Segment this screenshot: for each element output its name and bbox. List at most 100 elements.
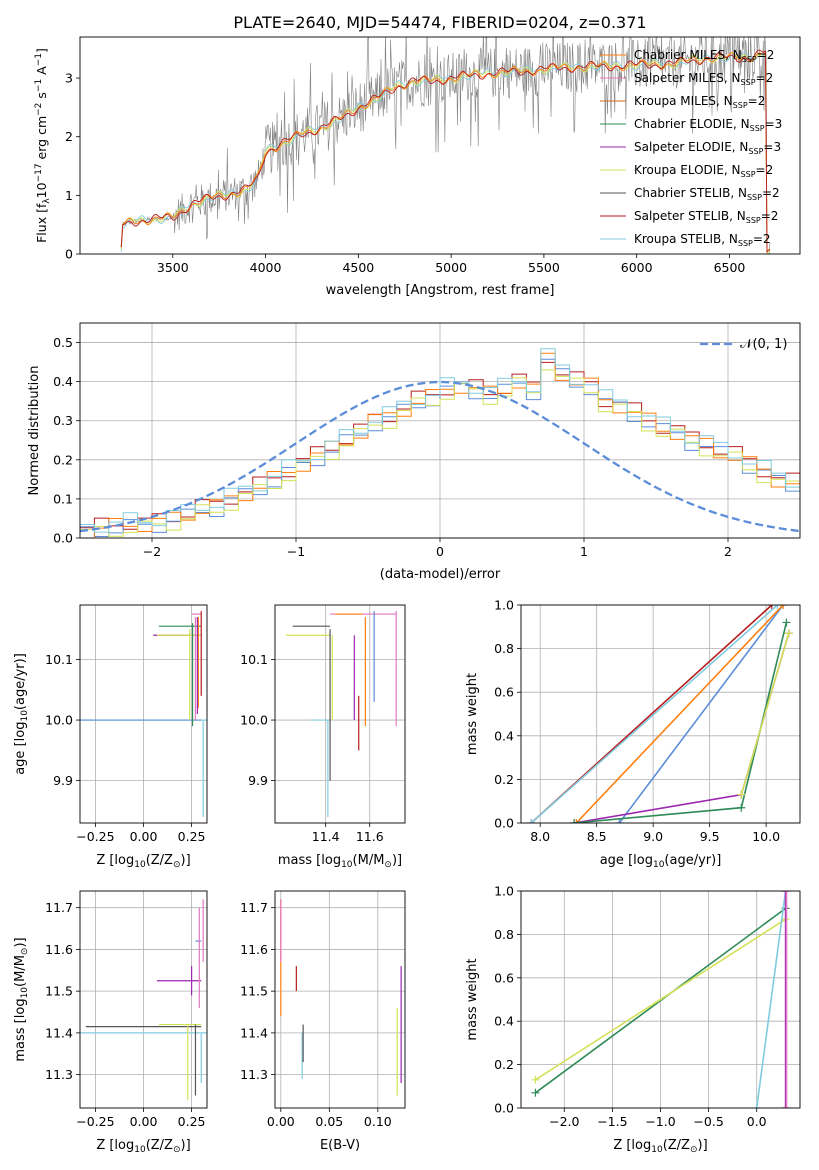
label-part: SSP <box>741 78 756 87</box>
weight-line-kroupa_stelib <box>755 891 787 1108</box>
y-tick-label: 0.6 <box>494 970 514 985</box>
x-tick-label: 0.05 <box>315 1114 343 1129</box>
label-part: (age/yr)] <box>664 853 721 868</box>
weight-marker <box>572 819 581 823</box>
label-part: SSP <box>741 170 756 179</box>
label-part: SSP <box>746 216 761 225</box>
y-tick-label: 11.5 <box>45 984 73 999</box>
label-part: =2 <box>753 232 771 246</box>
x-tick-label: −2 <box>143 544 161 559</box>
label-part: =2 <box>748 94 766 108</box>
legend-entry: Chabrier ELODIE, NSSP=3 <box>634 117 782 133</box>
y-tick-label: 0.5 <box>53 335 73 350</box>
label-part: =2 <box>756 163 774 177</box>
label-part: =3 <box>765 117 783 131</box>
label-part: age [log <box>600 853 653 868</box>
weight-marker <box>737 790 746 799</box>
weight-marker <box>773 605 782 609</box>
x-tick-label: −1.5 <box>597 1114 627 1129</box>
label-part: Chabrier ELODIE, N <box>634 117 750 131</box>
label-part: )] <box>13 937 28 947</box>
plot-area <box>531 891 791 1108</box>
x-tick-label: 0.25 <box>178 829 206 844</box>
y-tick-label: 0.8 <box>494 927 514 942</box>
x-tick-label: 11.4 <box>312 829 340 844</box>
label-part: erg cm <box>34 116 49 164</box>
weight-marker <box>570 819 579 823</box>
label-part: ⊙ <box>384 860 392 870</box>
label-part: Kroupa STELIB, N <box>634 232 738 246</box>
y-tick-label: 2 <box>65 129 73 144</box>
panel-age-vs-Z: −0.25 0.00 0.259.910.010.1Z [log10(Z/Z⊙)]a… <box>13 604 208 870</box>
y-tick-label: 0.2 <box>53 452 73 467</box>
y-tick-label: 11.4 <box>45 1025 73 1040</box>
x-tick-label: 5000 <box>435 260 467 275</box>
label-part: =2 <box>761 209 779 223</box>
panel-weight-vs-age: 8.0 8.5 9.0 9.5 10.0 0.0 0.2 0.4 0.6 0.8 1.0 age [l… <box>465 598 801 870</box>
label-part: λ <box>42 198 52 204</box>
y-tick-label: 11.7 <box>240 900 268 915</box>
label-part: (Z/Z <box>146 853 173 868</box>
y-tick-label: 11.3 <box>45 1067 73 1082</box>
y-tick-label: 0.6 <box>494 685 514 700</box>
y-axis-label: mass weight <box>465 958 480 1040</box>
x-tick-label: 8.0 <box>530 829 550 844</box>
label-part: Salpeter MILES, N <box>634 71 741 85</box>
label-part: )] <box>392 853 402 868</box>
weight-marker <box>782 618 791 627</box>
label-part: ] <box>34 48 49 53</box>
panel-mass-vs-ebv: 0.00 0.05 0.10 11.3 11.4 11.5 11.6 11.7 E(B-V) <box>240 890 406 1153</box>
y-axis-label: Flux [fλ10−17 erg cm−2 s−1 A−1] <box>34 48 52 243</box>
weight-line-chabrier_elodie <box>534 907 787 1094</box>
label-part: (M/M <box>13 955 28 987</box>
legend-entry: Salpeter STELIB, NSSP=2 <box>634 209 778 225</box>
label-part: A <box>34 66 49 79</box>
x-tick-label: 0.25 <box>178 1114 206 1129</box>
y-tick-label: 0.4 <box>494 728 514 743</box>
y-tick-label: 11.6 <box>45 942 73 957</box>
y-tick-label: 1 <box>65 188 73 203</box>
x-tick-label: −1.0 <box>645 1114 675 1129</box>
label-part: −1 <box>34 79 44 92</box>
x-tick-label: −0.25 <box>76 1114 114 1129</box>
label-part: ⊙ <box>173 1145 181 1155</box>
label-part: 10 <box>20 987 30 999</box>
label-part: SSP <box>738 239 753 248</box>
label-part: )] <box>698 1138 708 1153</box>
label-part: Kroupa MILES, N <box>634 94 733 108</box>
histogram-series-kroupa_stelib <box>80 348 800 533</box>
weight-marker <box>784 629 793 638</box>
label-part: 10 <box>34 182 49 198</box>
weight-line-kroupa_elodie <box>740 633 790 795</box>
label-part: 10 <box>341 860 353 870</box>
x-axis-label: Z [log10(Z/Z⊙)] <box>96 1138 190 1155</box>
weight-line-salpeter_elodie <box>573 633 790 823</box>
x-tick-label: 4500 <box>342 260 374 275</box>
y-tick-label: 0.4 <box>53 374 73 389</box>
label-part: mass [log <box>278 853 341 868</box>
legend-entry: Chabrier STELIB, NSSP=2 <box>634 186 780 202</box>
label-part: mass [log <box>13 998 28 1061</box>
x-tick-label: −1 <box>287 544 305 559</box>
axes-frame <box>274 890 406 1109</box>
axes-frame <box>274 604 406 824</box>
label-part: =2 <box>762 186 780 200</box>
label-part: =2 <box>757 48 775 62</box>
label-part: ⊙ <box>173 860 181 870</box>
y-tick-label: 0.4 <box>494 1014 514 1029</box>
weight-marker <box>737 803 746 812</box>
y-tick-label: 9.9 <box>248 773 268 788</box>
x-tick-label: 6000 <box>621 260 653 275</box>
axes-frame <box>79 890 208 1109</box>
label-part: (M/M <box>353 853 385 868</box>
legend-entry: 𝒩(0, 1) <box>740 337 787 352</box>
label-part: 10 <box>653 860 665 870</box>
weight-marker <box>615 819 624 823</box>
spectrum-model-kroupa_elodie <box>120 52 771 254</box>
x-tick-label: 11.6 <box>356 829 384 844</box>
weight-marker <box>767 605 776 609</box>
normal-curve <box>80 380 800 533</box>
axes-frame <box>520 604 801 824</box>
label-part: −1 <box>34 53 44 66</box>
